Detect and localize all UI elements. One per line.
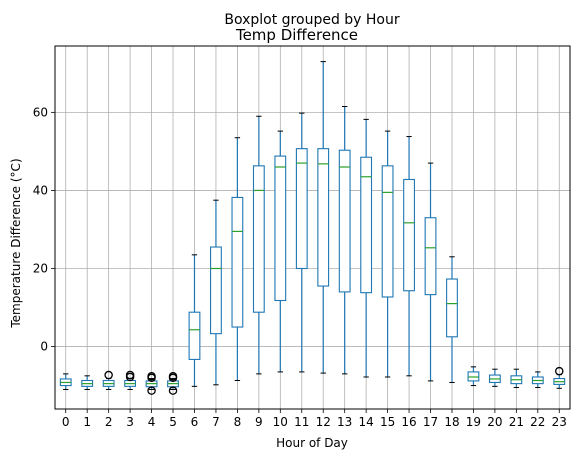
box-hour-1 [81, 375, 94, 390]
x-tick-label-1: 1 [83, 415, 91, 429]
box-hour-0 [59, 373, 72, 390]
iqr-box [424, 217, 437, 296]
x-tick-label-11: 11 [294, 415, 309, 429]
box-hour-5 [167, 371, 179, 395]
box-hour-14 [360, 118, 373, 378]
iqr-box [274, 155, 287, 302]
box-hour-6 [188, 254, 201, 387]
x-tick-label-3: 3 [126, 415, 134, 429]
x-tick-label-22: 22 [530, 415, 545, 429]
outlier-point [168, 386, 178, 395]
x-tick-label-5: 5 [169, 415, 177, 429]
box-hour-16 [403, 136, 415, 377]
box-hour-9 [252, 115, 265, 375]
x-tick-label-4: 4 [148, 415, 156, 429]
outlier-point [147, 373, 156, 383]
outlier-point [168, 373, 178, 383]
outlier-point [104, 370, 113, 380]
box-hour-8 [231, 137, 244, 382]
x-tick-label-23: 23 [552, 415, 567, 429]
iqr-box [231, 196, 244, 328]
box-hour-11 [295, 112, 308, 373]
outlier-point [125, 372, 135, 382]
box-hour-23 [553, 366, 566, 389]
x-tick-label-8: 8 [234, 415, 242, 429]
box-hour-21 [510, 368, 523, 389]
iqr-box [338, 149, 351, 293]
iqr-box [252, 165, 265, 313]
x-axis-ticks: 0 1 2 3 4 5 6 7 8 9 10 11 12 13 14 15 16 17 18 19 20 21 22 23 [62, 409, 567, 429]
chart-title: Temp Difference [235, 26, 358, 44]
box-hour-4 [145, 371, 158, 395]
box-hour-7 [210, 199, 222, 386]
y-axis-ticks: 0 20 40 60 [33, 105, 55, 354]
box-hour-12 [317, 61, 330, 374]
x-tick-label-17: 17 [423, 415, 438, 429]
x-tick-label-18: 18 [444, 415, 459, 429]
x-tick-label-2: 2 [105, 415, 113, 429]
x-tick-label-16: 16 [401, 415, 416, 429]
box-hour-19 [467, 366, 480, 387]
plot-area-frame [54, 45, 571, 410]
iqr-box [295, 148, 308, 270]
x-tick-label-7: 7 [212, 415, 220, 429]
box-hour-3 [124, 370, 137, 390]
box-hour-22 [531, 371, 544, 389]
x-tick-label-10: 10 [273, 415, 288, 429]
box-hour-15 [381, 130, 394, 378]
boxes-layer [59, 61, 566, 395]
iqr-box [188, 311, 201, 360]
iqr-box [360, 156, 373, 294]
x-tick-label-13: 13 [337, 415, 352, 429]
iqr-box [403, 178, 415, 292]
y-tick-label: 40 [33, 183, 48, 197]
x-tick-label-12: 12 [316, 415, 331, 429]
iqr-box [317, 148, 330, 287]
x-tick-label-6: 6 [191, 415, 199, 429]
box-hour-13 [338, 106, 351, 375]
x-tick-label-9: 9 [255, 415, 263, 429]
x-tick-label-19: 19 [466, 415, 481, 429]
iqr-box [210, 246, 222, 335]
x-tick-label-14: 14 [359, 415, 374, 429]
y-tick-label: 0 [40, 340, 48, 354]
x-axis-label: Hour of Day [276, 436, 348, 450]
iqr-box [446, 278, 458, 338]
x-tick-label-21: 21 [509, 415, 524, 429]
outlier-point [555, 366, 564, 376]
iqr-box [381, 165, 394, 298]
y-tick-label: 60 [33, 105, 48, 119]
box-hour-18 [446, 256, 458, 383]
y-tick-label: 20 [33, 261, 48, 275]
x-tick-label-0: 0 [62, 415, 70, 429]
box-hour-17 [424, 162, 437, 382]
outlier-point [147, 386, 156, 395]
y-axis-label: Temperature Difference (°C) [9, 158, 23, 328]
x-tick-label-15: 15 [380, 415, 395, 429]
x-tick-label-20: 20 [487, 415, 502, 429]
box-hour-20 [488, 368, 501, 387]
box-hour-10 [274, 130, 287, 373]
chart-suptitle: Boxplot grouped by Hour [224, 12, 400, 28]
box-hour-2 [102, 370, 115, 390]
